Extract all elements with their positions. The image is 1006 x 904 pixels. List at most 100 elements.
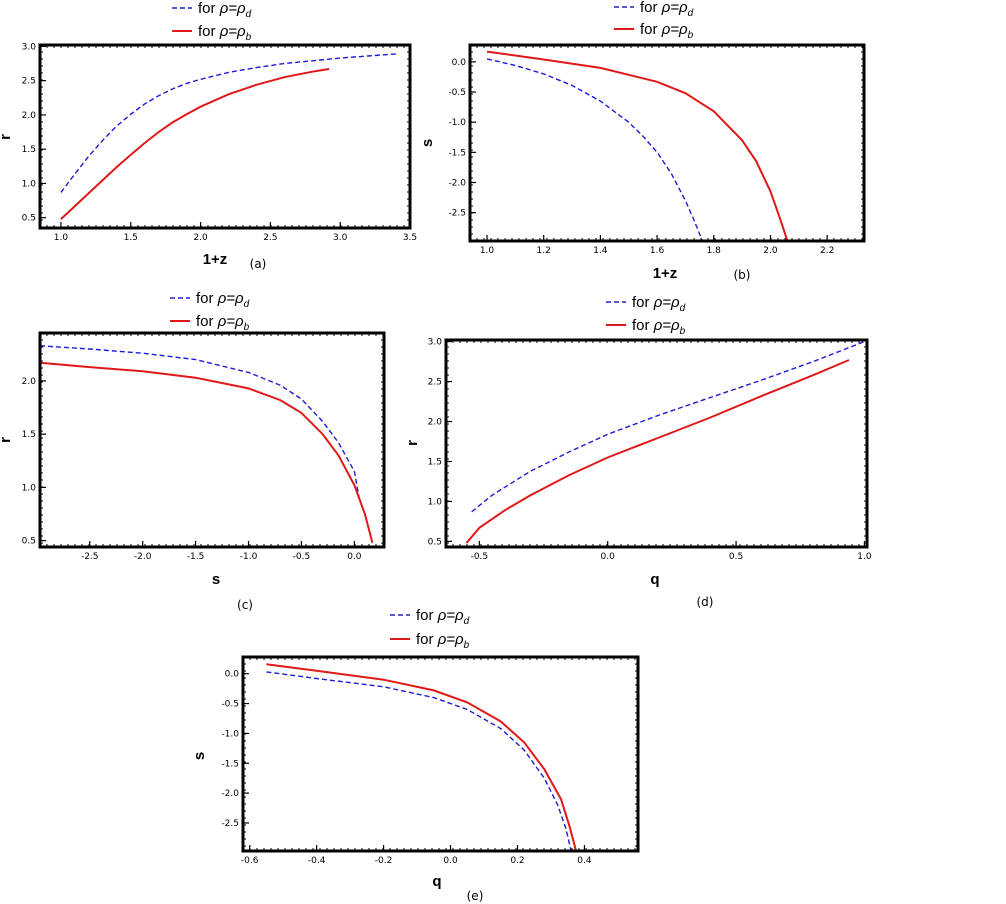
legend: for ρ=ρd for ρ=ρb (614, 0, 694, 41)
panel-caption: (d) (697, 595, 714, 609)
x-tick-label: 2.0 (763, 246, 778, 256)
x-tick-label: -0.5 (471, 552, 489, 562)
x-tick-label: -2.0 (134, 552, 152, 562)
panel-caption: (b) (734, 268, 751, 282)
legend: for ρ=ρd for ρ=ρb (170, 290, 250, 333)
legend-entry: for ρ=ρb (196, 313, 250, 333)
panel-caption: (e) (467, 889, 484, 903)
x-tick-label: -0.2 (375, 856, 393, 866)
series-line-rho-d (266, 671, 572, 851)
x-tick-label: 0.4 (577, 856, 592, 866)
x-axis-label: q (432, 873, 441, 890)
series-line-rho-d (471, 340, 865, 513)
plot-frame (444, 338, 869, 549)
y-tick-label: -2.0 (221, 789, 239, 799)
minor-ticks (242, 656, 638, 851)
x-tick-label: 2.5 (263, 233, 277, 243)
chart-panel-1: 1.0 1.5 2.0 2.5 3.0 3.5 0.5 1.0 1.5 2.0 2.5 3.0 1+z r… (0, 0, 417, 271)
plot-frame (468, 43, 866, 243)
chart-panel-2: 1.0 1.2 1.4 1.6 1.8 2.0 2.2 0.0 -0.5 -1.0 -1.5 -2.0… (419, 0, 866, 282)
legend-entry: for ρ=ρd (416, 607, 470, 627)
y-tick-label: 0.5 (428, 537, 442, 547)
y-axis-label: s (191, 752, 208, 760)
y-tick-label: 1.5 (22, 430, 36, 440)
y-tick-label: 1.0 (428, 497, 443, 507)
y-tick-label: -1.0 (448, 118, 466, 128)
minor-ticks (469, 44, 864, 242)
x-tick-label: 2.2 (820, 246, 834, 256)
y-tick-label: -0.5 (448, 88, 466, 98)
y-axis-label: r (404, 440, 421, 446)
y-tick-label: -1.5 (448, 148, 466, 158)
y-tick-label: -0.5 (221, 700, 239, 710)
plot-frame (241, 655, 640, 853)
y-tick-label: 3.0 (428, 338, 443, 348)
panel-caption: (a) (250, 257, 267, 271)
x-tick-label: 1.5 (124, 233, 138, 243)
y-tick-label: -2.0 (448, 179, 466, 189)
y-tick-label: -1.0 (221, 729, 239, 739)
legend-entry: for ρ=ρd (198, 0, 252, 20)
panel-caption: (c) (237, 598, 253, 612)
x-tick-label: 3.0 (333, 233, 348, 243)
y-tick-label: 0.0 (225, 670, 240, 680)
y-tick-label: 0.5 (22, 214, 36, 224)
x-axis-label: s (212, 571, 220, 588)
x-tick-label: -2.5 (81, 552, 99, 562)
x-axis-label: 1+z (653, 265, 678, 282)
y-tick-label: -2.5 (221, 819, 239, 829)
series-line-rho-b (465, 359, 850, 544)
x-tick-label: 2.0 (193, 233, 208, 243)
x-tick-label: 0.0 (443, 856, 458, 866)
x-tick-label: 1.2 (537, 246, 551, 256)
chart-panel-5: -0.6 -0.4 -0.2 0.0 0.2 0.4 0.0 -0.5 -1.0 -1.5 -2.0… (191, 607, 640, 903)
legend: for ρ=ρd for ρ=ρb (390, 607, 470, 651)
x-tick-label: 1.6 (650, 246, 665, 256)
x-tick-label: -0.6 (241, 856, 259, 866)
series-line-rho-b (266, 663, 578, 851)
y-tick-label: 0.5 (22, 537, 36, 547)
x-tick-label: 1.8 (707, 246, 722, 256)
series-line-rho-b (60, 68, 330, 220)
x-tick-label: 0.0 (601, 552, 616, 562)
series-line-rho-b (486, 50, 789, 241)
y-axis-label: r (0, 437, 14, 443)
plot-frame (38, 43, 412, 230)
legend-entry: for ρ=ρd (196, 290, 250, 310)
legend-entry: for ρ=ρb (198, 23, 252, 43)
legend-entry: for ρ=ρb (640, 21, 694, 41)
y-tick-label: 2.0 (22, 377, 37, 387)
y-tick-label: -2.5 (448, 209, 466, 219)
series-line-rho-d (40, 345, 361, 502)
y-axis-label: s (419, 139, 436, 147)
x-axis-label: q (650, 571, 659, 588)
y-tick-label: 1.0 (22, 483, 37, 493)
legend-entry: for ρ=ρb (416, 631, 470, 651)
legend-entry: for ρ=ρd (640, 0, 694, 19)
x-tick-label: -1.0 (240, 552, 258, 562)
x-tick-label: -0.4 (308, 856, 326, 866)
legend: for ρ=ρd for ρ=ρb (606, 294, 686, 337)
y-tick-label: 2.5 (22, 77, 36, 87)
y-tick-label: 3.0 (22, 42, 37, 52)
x-tick-label: -1.5 (187, 552, 205, 562)
y-tick-label: 2.5 (428, 378, 442, 388)
chart-panel-4: -0.5 0.0 0.5 1.0 0.5 1.0 1.5 2.0 2.5 3.0 q r (d) for … (404, 294, 872, 609)
x-tick-label: 1.0 (480, 246, 495, 256)
x-tick-label: 1.4 (593, 246, 608, 256)
x-tick-label: 1.0 (54, 233, 69, 243)
y-tick-label: 1.5 (22, 145, 36, 155)
chart-panel-3: -2.5 -2.0 -1.5 -1.0 -0.5 0.0 0.5 1.0 1.5 2.0 s r (c)… (0, 290, 386, 612)
plot-frame (38, 331, 386, 549)
legend-entry: for ρ=ρb (632, 317, 686, 337)
legend: for ρ=ρd for ρ=ρb (172, 0, 252, 43)
series-line-rho-b (40, 361, 374, 543)
x-axis-label: 1+z (203, 251, 228, 268)
x-tick-label: 1.0 (857, 552, 872, 562)
x-tick-label: 0.0 (347, 552, 362, 562)
y-tick-label: 0.0 (452, 58, 467, 68)
series-line-rho-d (486, 58, 704, 241)
x-tick-label: 0.2 (510, 856, 524, 866)
series-line-rho-d (60, 53, 397, 193)
